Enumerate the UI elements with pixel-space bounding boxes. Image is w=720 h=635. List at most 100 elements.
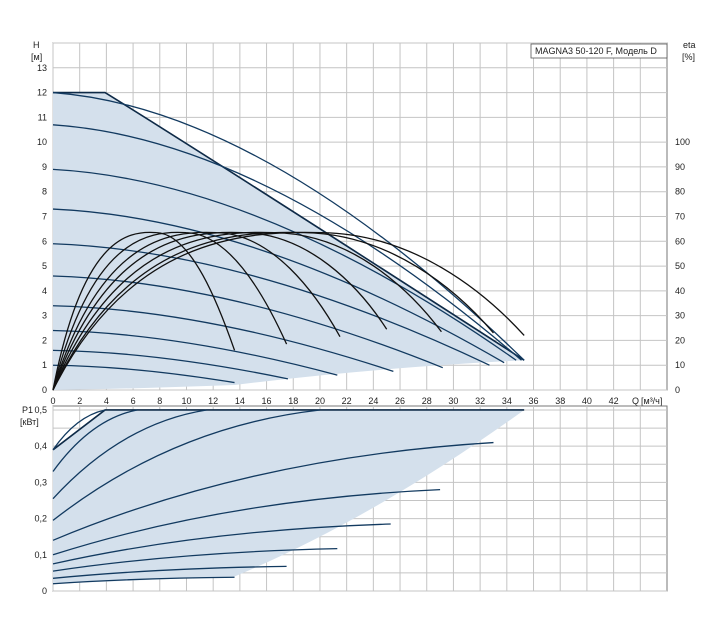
power-axis-title: P1 [22,405,33,415]
efficiency-curve [52,231,288,391]
eta-tick-label: 90 [675,162,685,172]
eta-axis-title: eta [683,40,696,50]
x-tick-label: 40 [582,396,592,406]
eta-tick-label: 10 [675,360,685,370]
power-curve [52,409,138,472]
x-tick-label: 34 [502,396,512,406]
x-tick-label: 22 [342,396,352,406]
head-curve [52,305,394,373]
efficiency-curve [52,231,388,391]
model-label: MAGNA3 50-120 F, Модель D [535,46,657,56]
power-curve [52,547,338,572]
x-tick-label: 6 [131,396,136,406]
power-tick-label: 0,5 [34,405,47,415]
x-tick-label: 28 [422,396,432,406]
head-curve [52,349,289,380]
x-tick-label: 30 [448,396,458,406]
x-axis-title: Q [632,396,639,406]
x-axis-unit: [м³/ч] [641,396,662,406]
y-tick-label: 11 [38,112,47,122]
head-curve [52,364,235,384]
max-speed-boundary [53,91,525,361]
eta-tick-label: 80 [675,187,685,197]
efficiency-curve [52,231,341,391]
power-curves [52,409,494,585]
y-tick-label: 3 [42,311,47,321]
x-tick-label: 8 [157,396,162,406]
efficiency-curves [52,231,525,391]
bottom-area-fill [53,409,525,584]
x-tick-label: 14 [235,396,245,406]
power-curve [52,441,494,541]
x-tick-label: 2 [77,396,82,406]
power-curve [52,409,321,521]
power-limit-boundary [52,409,525,451]
x-tick-label: 36 [529,396,539,406]
power-curve [52,565,287,579]
y-tick-label: 4 [42,286,47,296]
eta-tick-label: 50 [675,261,685,271]
power-panel: 0 0,1 0,2 0,3 0,4 0,5 P1 [кВт] [20,405,668,596]
x-tick-label: 32 [475,396,485,406]
power-tick-label: 0,1 [34,550,47,560]
x-tick-label: 4 [104,396,109,406]
eta-tick-label: 40 [675,286,685,296]
head-curve [52,168,517,361]
power-curve [52,409,207,500]
power-curve [52,576,235,585]
model-label-box [530,43,668,59]
head-curve [52,243,490,366]
x-tick-label: 38 [555,396,565,406]
y-tick-label: 8 [42,187,47,197]
efficiency-curve [52,231,494,391]
x-tick-label: 18 [288,396,298,406]
x-tick-label: 20 [315,396,325,406]
head-curve [52,124,522,361]
bottom-tick-labels: 0 0,1 0,2 0,3 0,4 0,5 [34,405,47,596]
head-curve [52,91,525,361]
power-tick-label: 0,2 [34,514,47,524]
eta-tick-label: 30 [675,311,685,321]
x-tick-label: 12 [208,396,218,406]
y-tick-label: 2 [42,335,47,345]
y-tick-label: 5 [42,261,47,271]
power-curve [52,409,106,451]
head-curves [52,91,525,384]
y-tick-label: 12 [37,88,47,98]
power-curve [52,523,391,565]
eta-tick-label: 20 [675,335,685,345]
power-tick-label: 0,3 [34,477,47,487]
eta-tick-label: 70 [675,212,685,222]
eta-axis-unit: [%] [682,52,695,62]
y-axis-unit: [м] [31,52,42,62]
y-tick-label: 7 [42,212,47,222]
power-tick-label: 0 [42,586,47,596]
head-efficiency-panel: 0123456789101112130102030405060708090100… [31,40,696,406]
bottom-operating-area [52,409,525,584]
eta-tick-label: 0 [675,385,680,395]
y-axis-title: H [33,40,40,50]
x-tick-label: 24 [368,396,378,406]
x-tick-label: 0 [50,396,55,406]
efficiency-curve [52,231,236,391]
x-tick-label: 26 [395,396,405,406]
y-tick-label: 1 [42,360,47,370]
x-tick-label: 10 [181,396,191,406]
y-tick-label: 13 [37,63,47,73]
eta-tick-label: 100 [675,137,690,147]
top-tick-labels: 0123456789101112130102030405060708090100… [37,63,690,406]
power-tick-label: 0,4 [34,441,47,451]
power-axis-unit: [кВт] [20,417,39,427]
y-tick-label: 0 [42,385,47,395]
y-tick-label: 6 [42,236,47,246]
efficiency-curve [52,231,442,391]
x-tick-label: 16 [262,396,272,406]
y-tick-label: 9 [42,162,47,172]
power-curve [52,488,441,556]
head-curve [52,275,443,369]
eta-tick-label: 60 [675,236,685,246]
x-tick-label: 42 [609,396,619,406]
y-tick-label: 10 [37,137,47,147]
